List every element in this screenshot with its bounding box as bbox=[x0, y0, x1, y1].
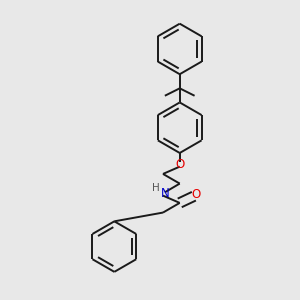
Text: N: N bbox=[161, 187, 170, 200]
Text: O: O bbox=[175, 158, 184, 171]
Text: H: H bbox=[152, 183, 159, 193]
Text: O: O bbox=[192, 188, 201, 201]
